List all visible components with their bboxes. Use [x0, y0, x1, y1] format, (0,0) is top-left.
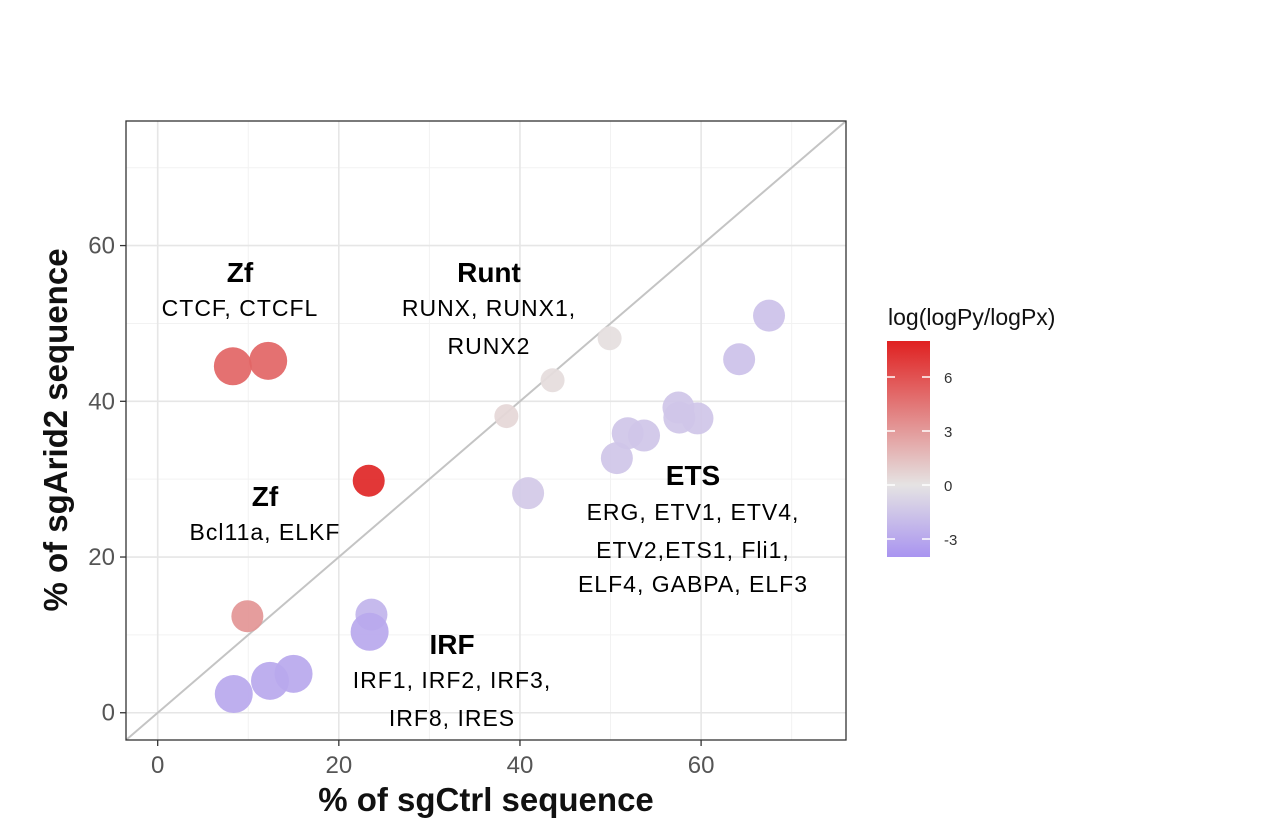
legend-colorbar — [887, 341, 930, 557]
legend-title: log(logPy/logPx) — [888, 304, 1055, 330]
annotations-layer: Zf CTCF, CTCFL Runt RUNX, RUNX1, RUNX2 Z… — [162, 257, 808, 731]
data-point — [350, 612, 389, 651]
annotation-ets-title: ETS — [666, 460, 720, 491]
x-axis-ticks: 0 20 40 60 — [151, 740, 714, 779]
data-point — [753, 299, 786, 332]
x-tick-label: 0 — [151, 752, 164, 779]
data-point — [600, 442, 633, 475]
legend-tick-label: -3 — [944, 532, 957, 549]
data-point — [628, 419, 661, 452]
x-tick-label: 20 — [325, 752, 352, 779]
data-point — [723, 343, 756, 376]
y-axis-ticks: 0 20 40 60 — [88, 233, 126, 727]
annotation-zf-bcl11a-line: Bcl11a, ELKF — [190, 519, 341, 545]
data-point — [540, 368, 565, 393]
x-tick-label: 40 — [507, 752, 534, 779]
annotation-ets-line: ETV2,ETS1, Fli1, — [596, 537, 790, 563]
annotation-irf-title: IRF — [429, 629, 474, 660]
data-point — [213, 347, 252, 386]
annotation-runt-title: Runt — [457, 257, 521, 288]
annotation-runt-line: RUNX2 — [448, 333, 531, 359]
data-point — [681, 402, 714, 435]
data-point — [352, 464, 385, 497]
y-tick-label: 20 — [88, 544, 115, 571]
annotation-ets-line: ELF4, GABPA, ELF3 — [578, 571, 808, 597]
data-point — [231, 600, 264, 633]
data-point — [597, 326, 622, 351]
y-axis-title: % of sgArid2 sequence — [37, 248, 74, 611]
annotation-irf-line: IRF1, IRF2, IRF3, — [353, 667, 551, 693]
data-point — [249, 341, 288, 380]
plot-border — [125, 120, 847, 741]
data-point — [494, 404, 519, 429]
data-point — [214, 675, 253, 714]
minor-grid — [126, 121, 846, 740]
annotation-runt-line: RUNX, RUNX1, — [402, 295, 576, 321]
y-tick-label: 0 — [102, 700, 115, 727]
major-grid — [126, 121, 846, 740]
x-tick-label: 60 — [688, 752, 715, 779]
legend-tick-label: 0 — [944, 478, 952, 495]
annotation-irf-line: IRF8, IRES — [389, 705, 515, 731]
data-point — [512, 477, 545, 510]
annotation-ets-line: ERG, ETV1, ETV4, — [587, 499, 800, 525]
x-axis-title: % of sgCtrl sequence — [318, 781, 654, 818]
legend-tick-label: 3 — [944, 424, 952, 441]
data-point — [274, 654, 313, 693]
points-layer — [213, 299, 786, 714]
annotation-zf-ctcf-line: CTCF, CTCFL — [162, 295, 319, 321]
legend-tick-label: 6 — [944, 370, 952, 387]
y-tick-label: 60 — [88, 233, 115, 260]
annotation-zf-bcl11a-title: Zf — [252, 481, 279, 512]
diagonal-reference-line — [126, 121, 846, 740]
y-tick-label: 40 — [88, 388, 115, 415]
legend: log(logPy/logPx) 6 3 0 -3 — [887, 304, 1055, 557]
annotation-zf-ctcf-title: Zf — [227, 257, 254, 288]
legend-ticks: 6 3 0 -3 — [887, 370, 957, 549]
